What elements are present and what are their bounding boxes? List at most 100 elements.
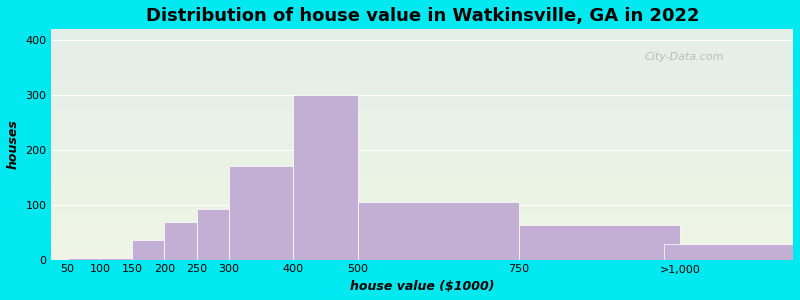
Bar [51,61,793,63]
Bar [51,158,793,159]
Bar [51,92,793,93]
Bar [51,236,793,237]
Bar [51,66,793,67]
Bar [51,104,793,105]
Text: City-Data.com: City-Data.com [645,52,724,62]
Bar [51,257,793,259]
Bar [51,33,793,34]
Bar [51,86,793,87]
Bar [51,98,793,100]
Bar [294,95,358,260]
Bar [51,167,793,169]
Bar [358,202,519,260]
Bar [51,195,793,196]
Bar [51,156,793,157]
Bar [51,178,793,179]
Bar [229,167,294,260]
Bar [51,109,793,110]
Bar [197,208,229,260]
Bar [51,202,793,203]
Bar [51,117,793,118]
Bar [51,218,793,219]
Bar [51,95,793,96]
Bar [51,219,793,220]
Bar [51,247,793,248]
Bar [51,164,793,165]
Bar [51,112,793,113]
Bar [519,225,680,260]
Bar [51,32,793,33]
Bar [51,229,793,230]
Bar [51,108,793,109]
Bar [51,63,793,64]
Bar [51,169,793,170]
Bar [51,171,793,172]
Bar [51,225,793,226]
Bar [51,87,793,88]
Bar [51,163,793,164]
Bar [51,208,793,209]
Bar [51,134,793,135]
Bar [51,65,793,66]
Bar [51,159,793,160]
Bar [51,203,793,204]
Bar [51,53,793,55]
Bar [51,44,793,45]
Bar [51,132,793,133]
Bar [51,81,793,82]
Bar [51,166,793,167]
Bar [51,199,793,200]
Bar [51,83,793,85]
Bar [51,116,793,117]
Bar [51,250,793,252]
Bar [51,94,793,95]
Bar [51,254,793,255]
Bar [51,259,793,260]
Bar [51,212,793,214]
Bar [51,155,793,156]
Bar [51,73,793,74]
Bar [51,60,793,62]
Bar [51,196,793,197]
Bar [51,187,793,188]
Bar [51,244,793,245]
Bar [51,224,793,225]
Bar [51,139,793,140]
Bar [51,145,793,146]
Bar [51,75,793,76]
Bar [51,157,793,158]
Bar [51,76,793,78]
Bar [51,227,793,229]
Bar [51,111,793,112]
Bar [51,239,793,240]
Bar [51,56,793,57]
Bar [51,41,793,42]
Bar [51,237,793,238]
Bar [51,119,793,120]
Bar [51,59,793,60]
Bar [51,110,793,111]
Bar [51,253,793,254]
Bar [51,193,793,194]
Bar [51,115,793,116]
Bar [51,88,793,89]
Bar [100,258,132,260]
Bar [51,45,793,46]
Bar [51,97,793,98]
Bar [51,177,793,178]
Bar [51,102,793,103]
Bar [51,207,793,208]
Bar [51,246,793,247]
Bar [51,72,793,73]
Bar [51,245,793,246]
Bar [51,188,793,189]
Bar [51,190,793,192]
Bar [51,90,793,92]
Bar [51,122,793,123]
Bar [51,57,793,58]
Bar [51,234,793,236]
Bar [132,240,164,260]
Bar [51,79,793,80]
Bar [51,249,793,250]
Bar [51,226,793,227]
